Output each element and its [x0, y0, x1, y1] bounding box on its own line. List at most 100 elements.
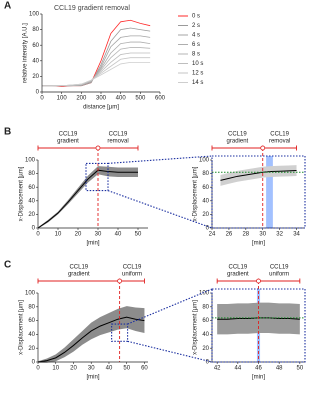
- y-tick-label: 20: [202, 212, 209, 218]
- x-tick-label: 42: [214, 366, 221, 372]
- x-axis-label: [min]: [86, 375, 99, 381]
- y-tick-label: 60: [32, 43, 39, 49]
- zoom-frame: [211, 155, 306, 229]
- zoom-connector: [107, 155, 213, 164]
- x-tick-label: 30: [88, 366, 95, 372]
- y-tick-label: 40: [28, 332, 35, 338]
- x-tick-label: 28: [242, 232, 249, 238]
- phase-label: CCL19: [123, 265, 142, 271]
- y-tick-label: 20: [202, 346, 209, 352]
- y-axis-label: x-Displacement [µm]: [193, 300, 199, 355]
- y-tick-label: 100: [25, 291, 36, 297]
- legend-label: 4 s: [192, 33, 200, 39]
- x-tick-label: 10: [52, 366, 59, 372]
- y-tick-label: 60: [202, 185, 209, 191]
- phase-label: gradient: [68, 272, 90, 278]
- x-tick-label: 40: [106, 366, 113, 372]
- error-band: [38, 306, 145, 363]
- phase-marker: [117, 278, 123, 284]
- legend-label: 0 s: [192, 14, 200, 20]
- legend-label: 8 s: [192, 52, 200, 58]
- x-tick-label: 20: [75, 232, 82, 238]
- phase-label: CCL19: [69, 265, 88, 271]
- y-tick-label: 80: [28, 304, 35, 310]
- panel-label: B: [4, 127, 11, 138]
- y-tick-label: 0: [206, 360, 210, 366]
- chart-title: CCL19 gradient removal: [54, 5, 130, 12]
- y-tick-label: 100: [29, 12, 40, 18]
- x-tick-label: 60: [141, 366, 148, 372]
- y-tick-label: 0: [32, 360, 36, 366]
- phase-label: CCL19: [228, 132, 247, 138]
- x-tick-label: 0: [40, 96, 44, 102]
- phase-label: CCL19: [228, 265, 247, 271]
- data-line: [42, 41, 151, 87]
- zoom-connector: [127, 288, 213, 325]
- y-tick-label: 0: [36, 90, 40, 96]
- y-tick-label: 80: [32, 27, 39, 33]
- phase-label: gradient: [57, 139, 79, 145]
- y-tick-label: 100: [199, 291, 210, 297]
- zoom-box: [85, 162, 109, 192]
- y-tick-label: 80: [202, 171, 209, 177]
- x-tick-label: 0: [36, 366, 40, 372]
- phase-label: removal: [107, 139, 128, 145]
- y-tick-label: 60: [28, 318, 35, 324]
- x-tick-label: 50: [135, 232, 142, 238]
- phase-label: removal: [269, 139, 290, 145]
- phase-label: gradient: [227, 139, 249, 145]
- x-tick-label: 300: [96, 96, 107, 102]
- x-tick-label: 400: [116, 96, 127, 102]
- x-tick-label: 500: [135, 96, 146, 102]
- zoom-connector: [107, 190, 213, 229]
- phase-marker: [260, 145, 266, 151]
- phase-label: CCL19: [270, 265, 289, 271]
- y-tick-label: 0: [32, 226, 36, 232]
- y-axis-label: x-Displacement [µm]: [193, 166, 199, 221]
- zoom-frame: [211, 288, 306, 363]
- panel-label: C: [4, 260, 11, 271]
- x-tick-label: 24: [209, 232, 216, 238]
- x-axis-label: [min]: [252, 241, 265, 247]
- phase-label: CCL19: [270, 132, 289, 138]
- phase-label: uniform: [269, 272, 289, 278]
- x-tick-label: 30: [259, 232, 266, 238]
- x-tick-label: 600: [155, 96, 166, 102]
- y-tick-label: 80: [202, 304, 209, 310]
- x-tick-label: 100: [57, 96, 68, 102]
- x-tick-label: 50: [296, 366, 303, 372]
- x-tick-label: 50: [123, 366, 130, 372]
- y-tick-label: 80: [28, 171, 35, 177]
- x-tick-label: 34: [293, 232, 300, 238]
- y-axis-label: relative intensity [A.U.]: [23, 23, 29, 83]
- phase-label: gradient: [227, 272, 249, 278]
- phase-marker: [256, 278, 261, 284]
- phase-label: CCL19: [109, 132, 128, 138]
- error-band: [220, 165, 297, 186]
- legend-label: 12 s: [192, 71, 203, 77]
- data-line: [37, 316, 145, 363]
- x-tick-label: 48: [276, 366, 283, 372]
- y-tick-label: 60: [202, 318, 209, 324]
- x-axis-label: distance [µm]: [83, 105, 119, 111]
- y-tick-label: 60: [28, 185, 35, 191]
- data-line: [42, 19, 151, 87]
- y-tick-label: 40: [202, 332, 209, 338]
- panel-label: A: [4, 1, 11, 12]
- x-tick-label: 46: [255, 366, 262, 372]
- highlight-region: [266, 156, 273, 228]
- y-tick-label: 40: [32, 58, 39, 64]
- data-line: [37, 169, 138, 229]
- x-tick-label: 30: [95, 232, 102, 238]
- error-band: [38, 166, 138, 229]
- y-tick-label: 100: [199, 158, 210, 164]
- y-tick-label: 20: [28, 346, 35, 352]
- x-tick-label: 20: [70, 366, 77, 372]
- zoom-connector: [127, 340, 213, 363]
- y-axis-label: x-Displacement [µm]: [19, 166, 25, 221]
- x-tick-label: 40: [115, 232, 122, 238]
- phase-label: CCL19: [59, 132, 78, 138]
- zoom-box: [111, 323, 129, 342]
